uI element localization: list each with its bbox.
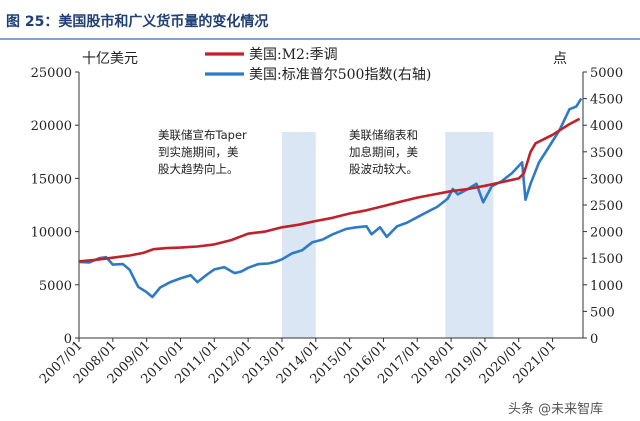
shaded-period-1 <box>445 132 494 338</box>
left-tick-label: 15000 <box>31 172 72 187</box>
x-axis-ticks: 2007/012008/012009/012010/012011/012012/… <box>37 338 559 387</box>
right-tick-label: 500 <box>590 305 615 320</box>
annotation-line: 美联储缩表和 <box>349 128 418 142</box>
header-rule <box>0 38 640 40</box>
right-tick-label: 3000 <box>590 172 623 187</box>
series-line-sp500 <box>78 97 583 299</box>
right-tick-label: 2500 <box>590 199 623 214</box>
left-tick-label: 20000 <box>31 119 72 134</box>
left-tick-label: 25000 <box>31 66 72 81</box>
figure-label: 图 25：美国股市和广义货币量的变化情况 <box>6 14 269 30</box>
annotation-line: 美联储宣布Taper <box>158 128 247 142</box>
annotation-line: 股波动较大。 <box>349 162 418 176</box>
right-tick-label: 1500 <box>590 252 623 267</box>
series-line-m2 <box>78 117 581 263</box>
left-tick-label: 0 <box>64 332 72 347</box>
shaded-period-0 <box>281 132 316 338</box>
left-tick-label: 5000 <box>39 279 72 294</box>
left-axis-ticks: 0 5000 10000 15000 20000 25000 <box>31 66 79 347</box>
axes <box>78 72 584 339</box>
right-axis-unit: 点 <box>553 51 567 67</box>
left-axis-unit: 十亿美元 <box>82 51 138 67</box>
right-tick-label: 2000 <box>590 226 623 241</box>
right-tick-label: 4500 <box>590 93 623 108</box>
left-tick-label: 10000 <box>31 226 72 241</box>
annotation-line: 加息期间，美 <box>349 145 418 159</box>
annotation-line: 股大趋势向上。 <box>158 162 239 176</box>
legend-label-sp500: 美国:标准普尔500指数(右轴) <box>249 67 431 83</box>
right-axis-ticks: 0 500 1000 1500 2000 2500 3000 3500 4000 4500 5000 <box>583 66 623 347</box>
watermark: 头条 @未来智库 <box>508 402 604 417</box>
right-tick-label: 3500 <box>590 146 623 161</box>
right-tick-label: 0 <box>590 332 598 347</box>
annotation-line: 到实施期间，美 <box>158 145 239 159</box>
right-tick-label: 4000 <box>590 119 623 134</box>
legend: 美国:M2:季调 美国:标准普尔500指数(右轴) <box>205 47 431 83</box>
right-tick-label: 1000 <box>590 279 623 294</box>
shaded-periods <box>281 132 494 338</box>
series-lines <box>78 97 583 299</box>
legend-label-m2: 美国:M2:季调 <box>249 47 338 63</box>
figure-header: 图 25：美国股市和广义货币量的变化情况 <box>0 0 640 40</box>
right-tick-label: 5000 <box>590 66 623 81</box>
